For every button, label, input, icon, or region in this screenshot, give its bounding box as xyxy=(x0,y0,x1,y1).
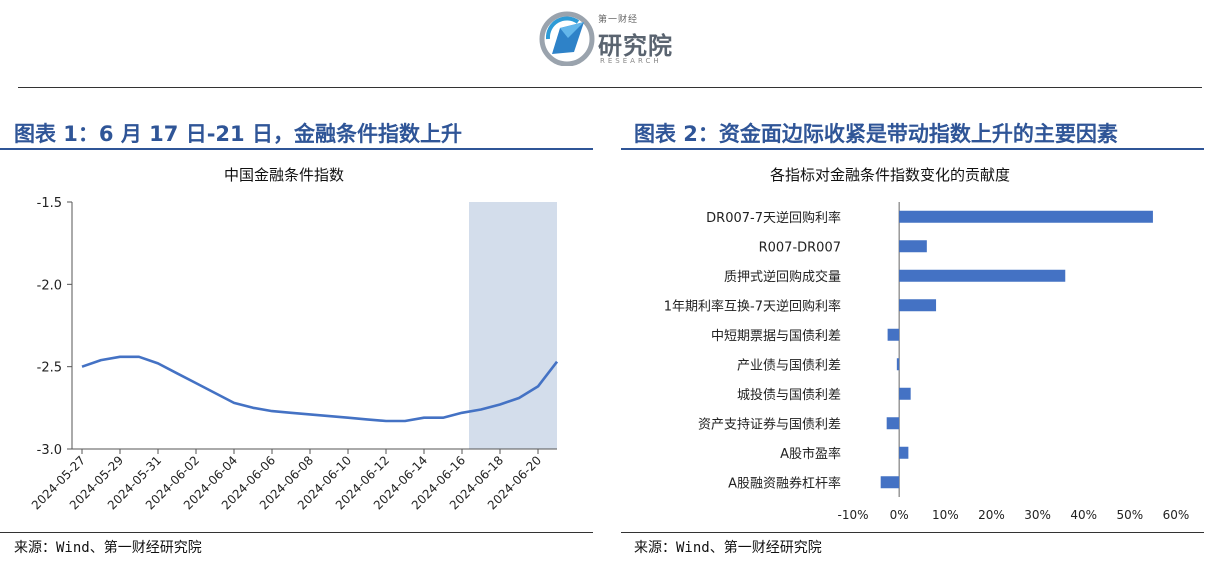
bar xyxy=(899,446,909,459)
x-tick-label: 0% xyxy=(890,508,909,522)
y-tick-label: -1.5 xyxy=(37,196,62,211)
x-tick-label: 10% xyxy=(932,508,959,522)
x-tick-label: 30% xyxy=(1024,508,1051,522)
logo-text-small: 第一财经 xyxy=(598,15,639,25)
y-tick-label: -2.0 xyxy=(37,278,62,293)
y-tick-label: -2.5 xyxy=(37,361,62,376)
category-label: A股市盈率 xyxy=(780,446,841,462)
bar xyxy=(899,210,1153,223)
bar xyxy=(899,299,937,312)
x-tick-label: 40% xyxy=(1070,508,1097,522)
category-label: 质押式逆回购成交量 xyxy=(724,269,841,285)
x-tick-label: 20% xyxy=(978,508,1005,522)
category-label: 产业债与国债利差 xyxy=(737,358,841,373)
category-label: 1年期利率互换-7天逆回购利率 xyxy=(664,298,841,314)
figure1-bottom-rule xyxy=(0,532,593,533)
figure2-bar-chart: DR007-7天逆回购利率 R007-DR007 质押式逆回购成交量 1年期利率互换-… xyxy=(664,202,1190,522)
category-label: A股融资融券杠杆率 xyxy=(728,475,841,491)
category-label: 资产支持证券与国债利差 xyxy=(698,416,841,432)
figure2-bottom-rule xyxy=(621,532,1204,533)
figure1-title: 图表 1：6 月 17 日-21 日，金融条件指数上升 xyxy=(14,122,462,146)
logo-emblem-icon xyxy=(539,11,595,67)
research-logo: 第一财经 研究院 RESEARCH xyxy=(538,8,688,70)
category-label: R007-DR007 xyxy=(759,240,841,255)
bar xyxy=(887,328,900,341)
bar xyxy=(886,417,900,430)
logo-text-en: RESEARCH xyxy=(600,57,662,65)
bar xyxy=(896,358,900,371)
category-label: 城投债与国债利差 xyxy=(737,387,841,403)
figure2-chart-title: 各指标对金融条件指数变化的贡献度 xyxy=(770,166,1011,184)
figure1-title-rule xyxy=(0,148,593,150)
series-line xyxy=(81,355,559,423)
figure2-title-rule xyxy=(621,148,1204,150)
logo-text-big: 研究院 xyxy=(598,32,673,60)
header-divider xyxy=(18,87,1202,88)
figure1-chart-title: 中国金融条件指数 xyxy=(224,166,345,184)
category-label: DR007-7天逆回购利率 xyxy=(706,210,841,226)
category-label: 中短期票据与国债利差 xyxy=(711,329,841,344)
y-tick-label: -3.0 xyxy=(37,443,62,458)
figure1-source: 来源：Wind、第一财经研究院 xyxy=(14,540,202,556)
bar xyxy=(899,269,1066,282)
figure1-line-chart: -1.5-2.0-2.5-3.02024-05-272024-05-292024… xyxy=(29,196,559,512)
figure2-title: 图表 2：资金面边际收紧是带动指数上升的主要因素 xyxy=(634,122,1118,146)
x-tick-label: 50% xyxy=(1117,508,1144,522)
bar xyxy=(899,240,927,253)
x-tick-label: 60% xyxy=(1163,508,1190,522)
x-tick-label: -10% xyxy=(837,508,868,522)
bar xyxy=(880,476,900,489)
figure2-source: 来源：Wind、第一财经研究院 xyxy=(634,540,822,556)
bar xyxy=(899,387,911,400)
highlight-band xyxy=(469,202,557,449)
